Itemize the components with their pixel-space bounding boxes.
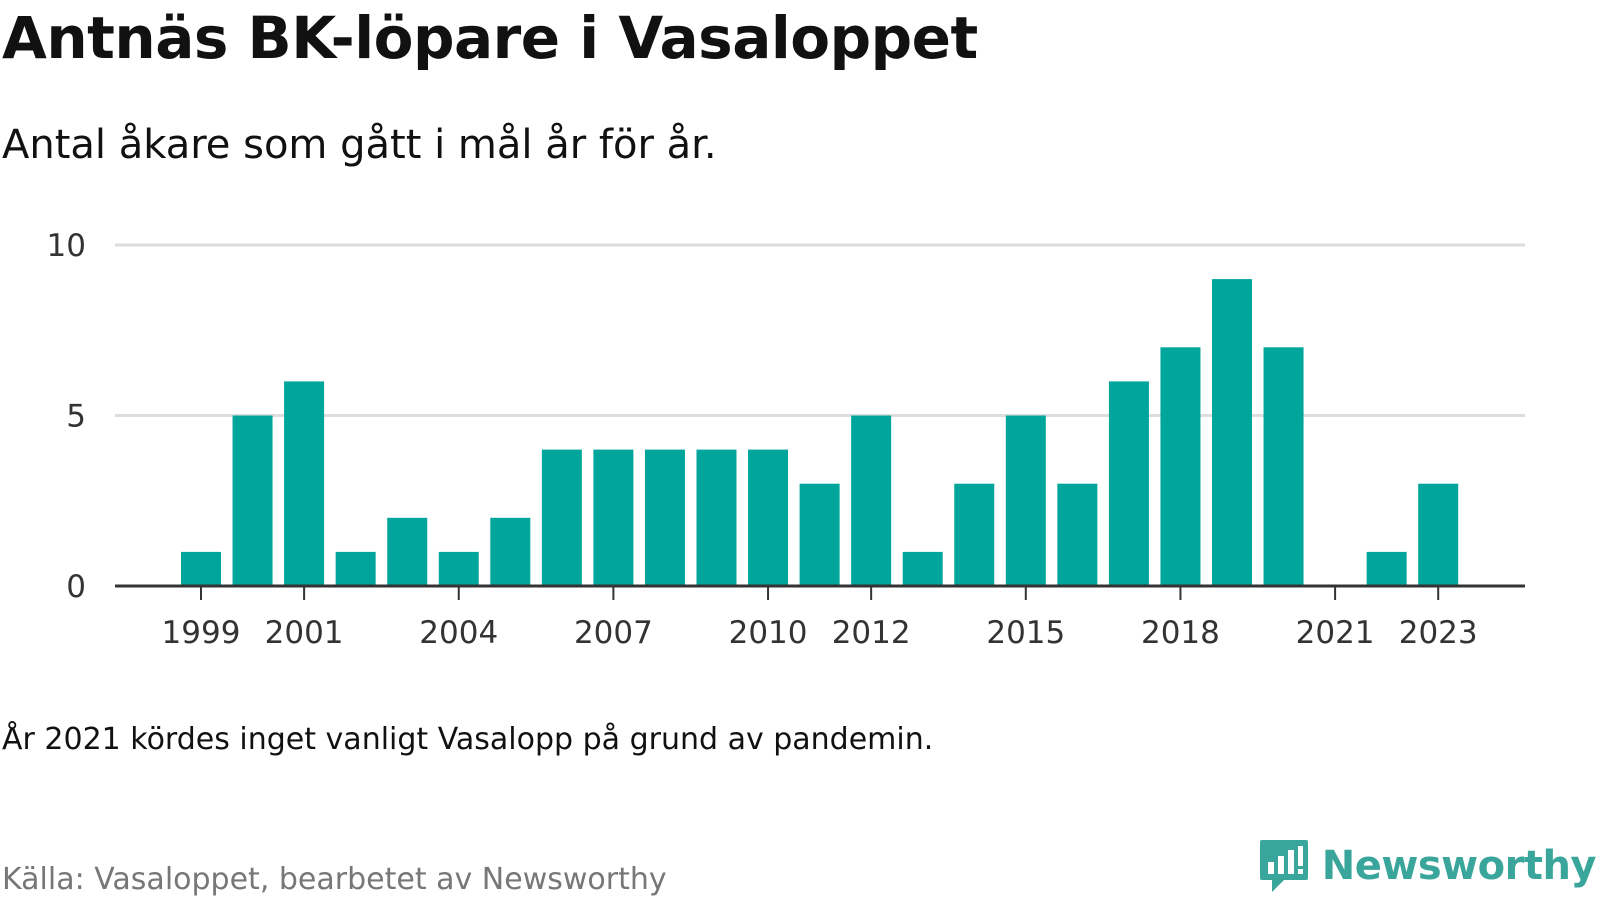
footnote: År 2021 kördes inget vanligt Vasalopp på… <box>2 722 934 757</box>
bar-2018 <box>1160 347 1201 586</box>
bar-2014 <box>954 483 995 586</box>
bar-2002 <box>335 551 376 586</box>
bar-2009 <box>696 449 737 586</box>
x-tick-label-2012: 2012 <box>832 615 911 651</box>
bar-2006 <box>541 449 582 586</box>
x-tick-label-2018: 2018 <box>1141 615 1220 651</box>
chart-subtitle: Antal åkare som gått i mål år för år. <box>2 122 717 168</box>
bar-1999 <box>181 551 221 586</box>
x-tick-label-2015: 2015 <box>986 615 1065 651</box>
brand-logo: Newsworthy <box>1258 838 1597 894</box>
grid-lines <box>115 243 1525 417</box>
x-tick-label-2021: 2021 <box>1296 615 1375 651</box>
chart-bubble-icon <box>1259 840 1308 892</box>
axes: 0 5 10 1999 2001 2004 2007 2010 2012 2015 2018 2021… <box>47 228 1525 651</box>
bar-2017 <box>1108 381 1149 586</box>
bar-2000 <box>232 415 273 586</box>
bar-2005 <box>490 517 531 586</box>
x-tick-label-2001: 2001 <box>265 615 344 651</box>
bar-2010 <box>748 449 789 586</box>
x-tick-label-2010: 2010 <box>729 615 808 651</box>
bar-2001 <box>284 381 325 586</box>
bar-2007 <box>593 449 634 586</box>
x-tick-label-1999: 1999 <box>162 615 241 651</box>
bar-2008 <box>644 449 685 586</box>
bar-2016 <box>1057 483 1098 586</box>
chart-title: Antnäs BK-löpare i Vasaloppet <box>2 4 978 72</box>
bar-2013 <box>902 551 943 586</box>
x-tick-label-2023: 2023 <box>1399 615 1478 651</box>
bars <box>181 279 1459 586</box>
bar-chart: 0 5 10 1999 2001 2004 2007 2010 2012 2015 2018 2021… <box>47 228 1525 651</box>
source-text: Källa: Vasaloppet, bearbetet av Newswort… <box>2 862 667 897</box>
y-tick-label-0: 0 <box>66 569 86 605</box>
bar-2015 <box>1005 415 1046 586</box>
bar-2023 <box>1418 483 1459 586</box>
x-tick-label-2004: 2004 <box>419 615 498 651</box>
bar-2020 <box>1263 347 1304 586</box>
bar-2004 <box>438 551 479 586</box>
x-tick-label-2007: 2007 <box>574 615 653 651</box>
brand-name: Newsworthy <box>1321 843 1597 889</box>
bar-2011 <box>799 483 840 586</box>
y-tick-label-10: 10 <box>47 228 86 264</box>
bar-2019 <box>1212 279 1252 586</box>
bar-2003 <box>387 517 428 586</box>
bar-2012 <box>851 415 892 586</box>
y-tick-label-5: 5 <box>66 399 86 435</box>
bar-2022 <box>1366 551 1407 586</box>
